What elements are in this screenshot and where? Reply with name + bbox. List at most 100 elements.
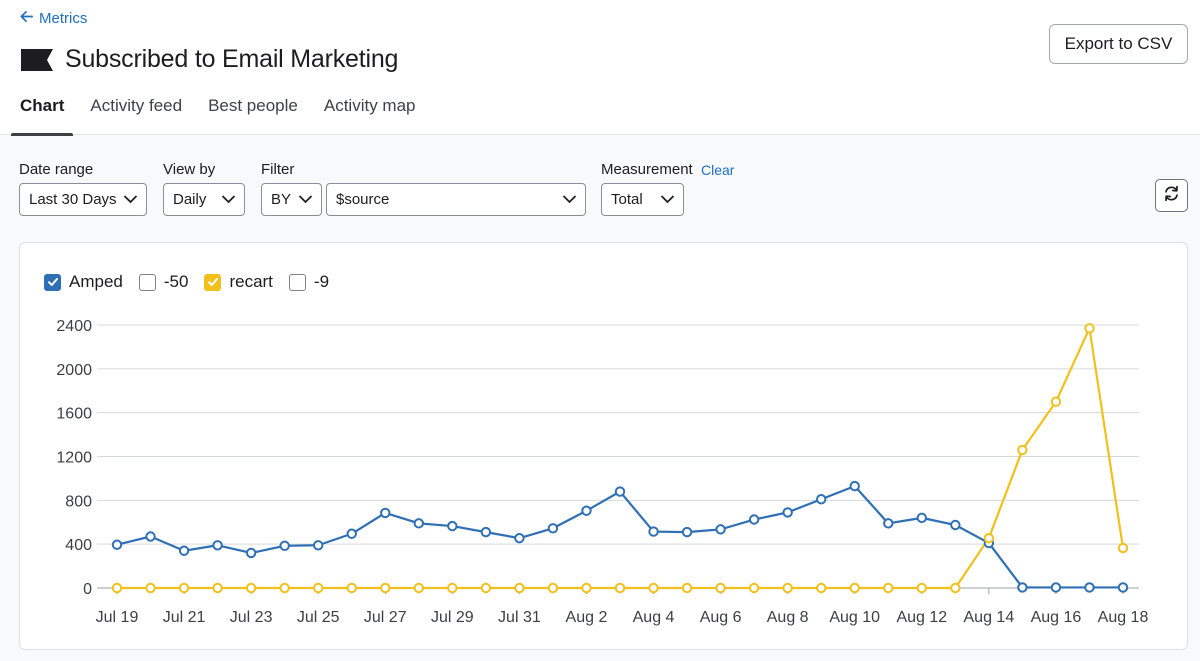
data-point-amped — [883, 518, 894, 529]
x-tick-label: Aug 8 — [767, 609, 809, 626]
data-point-recart — [748, 582, 760, 594]
data-point-amped — [1084, 582, 1095, 593]
data-point-amped — [648, 526, 659, 537]
view-by-label: View by — [163, 161, 216, 178]
clear-link[interactable]: Clear — [701, 162, 735, 178]
data-point-recart — [245, 582, 257, 594]
data-point-amped — [816, 494, 827, 505]
legend-item-minus-9[interactable]: -9 — [288, 272, 330, 292]
page-header: Metrics Subscribed to Email Marketing Ex… — [0, 0, 1200, 136]
data-point-amped — [245, 547, 257, 559]
x-tick-label: Jul 25 — [297, 609, 340, 626]
data-point-recart — [883, 582, 894, 594]
checkbox-unchecked-icon[interactable] — [138, 273, 156, 291]
chevron-down-icon — [660, 191, 675, 208]
data-point-recart — [581, 582, 592, 594]
measurement-select[interactable]: Total — [601, 183, 684, 216]
date-range-select[interactable]: Last 30 Days — [19, 183, 147, 216]
x-tick-label: Aug 18 — [1098, 609, 1149, 626]
data-point-recart — [380, 582, 391, 594]
arrow-left-icon — [19, 9, 34, 28]
x-tick-label: Aug 4 — [633, 609, 675, 626]
tab-activity-feed[interactable]: Activity feed — [90, 96, 183, 115]
legend-label: recart — [229, 272, 273, 291]
data-point-recart — [1084, 323, 1095, 334]
data-point-amped — [313, 540, 324, 551]
data-point-recart — [950, 582, 961, 594]
checkbox-checked-icon[interactable] — [204, 273, 222, 291]
data-point-amped — [916, 512, 927, 524]
data-point-recart — [983, 532, 995, 544]
data-point-amped — [447, 520, 458, 532]
data-point-recart — [614, 582, 626, 594]
legend-item-recart[interactable]: recart — [204, 272, 273, 292]
back-link-label[interactable]: Metrics — [39, 10, 88, 27]
x-tick-label: Aug 10 — [829, 609, 880, 626]
legend-label: -9 — [313, 272, 330, 291]
data-point-recart — [782, 582, 793, 594]
refresh-icon — [1162, 184, 1181, 208]
data-point-amped — [111, 539, 123, 550]
data-point-amped — [681, 526, 693, 538]
series-line-amped — [116, 484, 1123, 589]
x-tick-label: Aug 16 — [1031, 609, 1082, 626]
data-point-recart — [480, 582, 492, 594]
data-point-amped — [614, 486, 626, 497]
tab-best-people[interactable]: Best people — [208, 96, 298, 115]
date-range-value: Last 30 Days — [29, 191, 117, 208]
data-point-amped — [480, 526, 492, 538]
x-tick-label: Jul 23 — [230, 609, 273, 626]
filter-field-value: $source — [336, 191, 390, 208]
page-title: Subscribed to Email Marketing — [65, 45, 399, 73]
data-point-recart — [447, 582, 458, 594]
filter-by-select[interactable]: BY — [261, 183, 322, 216]
flag-icon — [21, 48, 53, 72]
data-point-amped — [715, 524, 726, 535]
data-point-recart — [916, 582, 927, 594]
view-by-select[interactable]: Daily — [163, 183, 245, 216]
tab-activity-map[interactable]: Activity map — [323, 96, 416, 115]
data-point-recart — [514, 582, 525, 594]
filter-field-select[interactable]: $source — [326, 183, 586, 216]
x-tick-label: Jul 21 — [163, 609, 206, 626]
chart-card: Amped -50 recart -9 0 400 800 1200 1600 2000 2… — [19, 242, 1188, 650]
view-by-value: Daily — [173, 191, 207, 208]
y-tick-label: 0 — [83, 581, 92, 598]
refresh-button[interactable] — [1155, 179, 1188, 212]
x-tick-label: Aug 14 — [964, 609, 1015, 626]
data-point-amped — [849, 480, 860, 492]
y-tick-label: 800 — [65, 493, 92, 510]
data-point-amped — [547, 523, 559, 534]
y-tick-label: 2000 — [56, 362, 92, 379]
data-point-amped — [380, 507, 391, 519]
x-tick-label: Aug 2 — [566, 609, 608, 626]
data-point-recart — [212, 582, 223, 594]
y-tick-label: 1600 — [56, 406, 92, 423]
data-point-amped — [782, 507, 793, 518]
filter-by-value: BY — [271, 191, 292, 208]
data-point-amped — [145, 531, 156, 542]
data-point-recart — [178, 582, 190, 594]
legend-item-amped[interactable]: Amped — [44, 272, 123, 292]
y-tick-label: 2400 — [56, 318, 92, 335]
data-point-amped — [1117, 582, 1129, 593]
data-point-recart — [279, 582, 290, 594]
data-point-amped — [748, 514, 760, 525]
measurement-value: Total — [611, 191, 643, 208]
export-to-csv-button[interactable]: Export to CSV — [1049, 24, 1188, 64]
back-to-metrics-link[interactable]: Metrics — [19, 9, 87, 28]
tab-chart[interactable]: Chart — [11, 92, 74, 136]
checkbox-unchecked-icon[interactable] — [288, 273, 306, 291]
data-point-amped — [514, 532, 525, 544]
data-point-amped — [1050, 582, 1062, 593]
x-tick-label: Aug 6 — [700, 609, 742, 626]
data-point-recart — [413, 582, 424, 594]
chevron-down-icon — [123, 191, 138, 208]
data-point-recart — [1117, 542, 1129, 554]
chevron-down-icon — [562, 191, 577, 208]
legend-item-minus-50[interactable]: -50 — [138, 272, 188, 292]
date-range-label: Date range — [19, 161, 94, 178]
y-tick-label: 400 — [65, 537, 92, 554]
checkbox-checked-icon[interactable] — [44, 273, 61, 291]
data-point-amped — [178, 545, 190, 556]
